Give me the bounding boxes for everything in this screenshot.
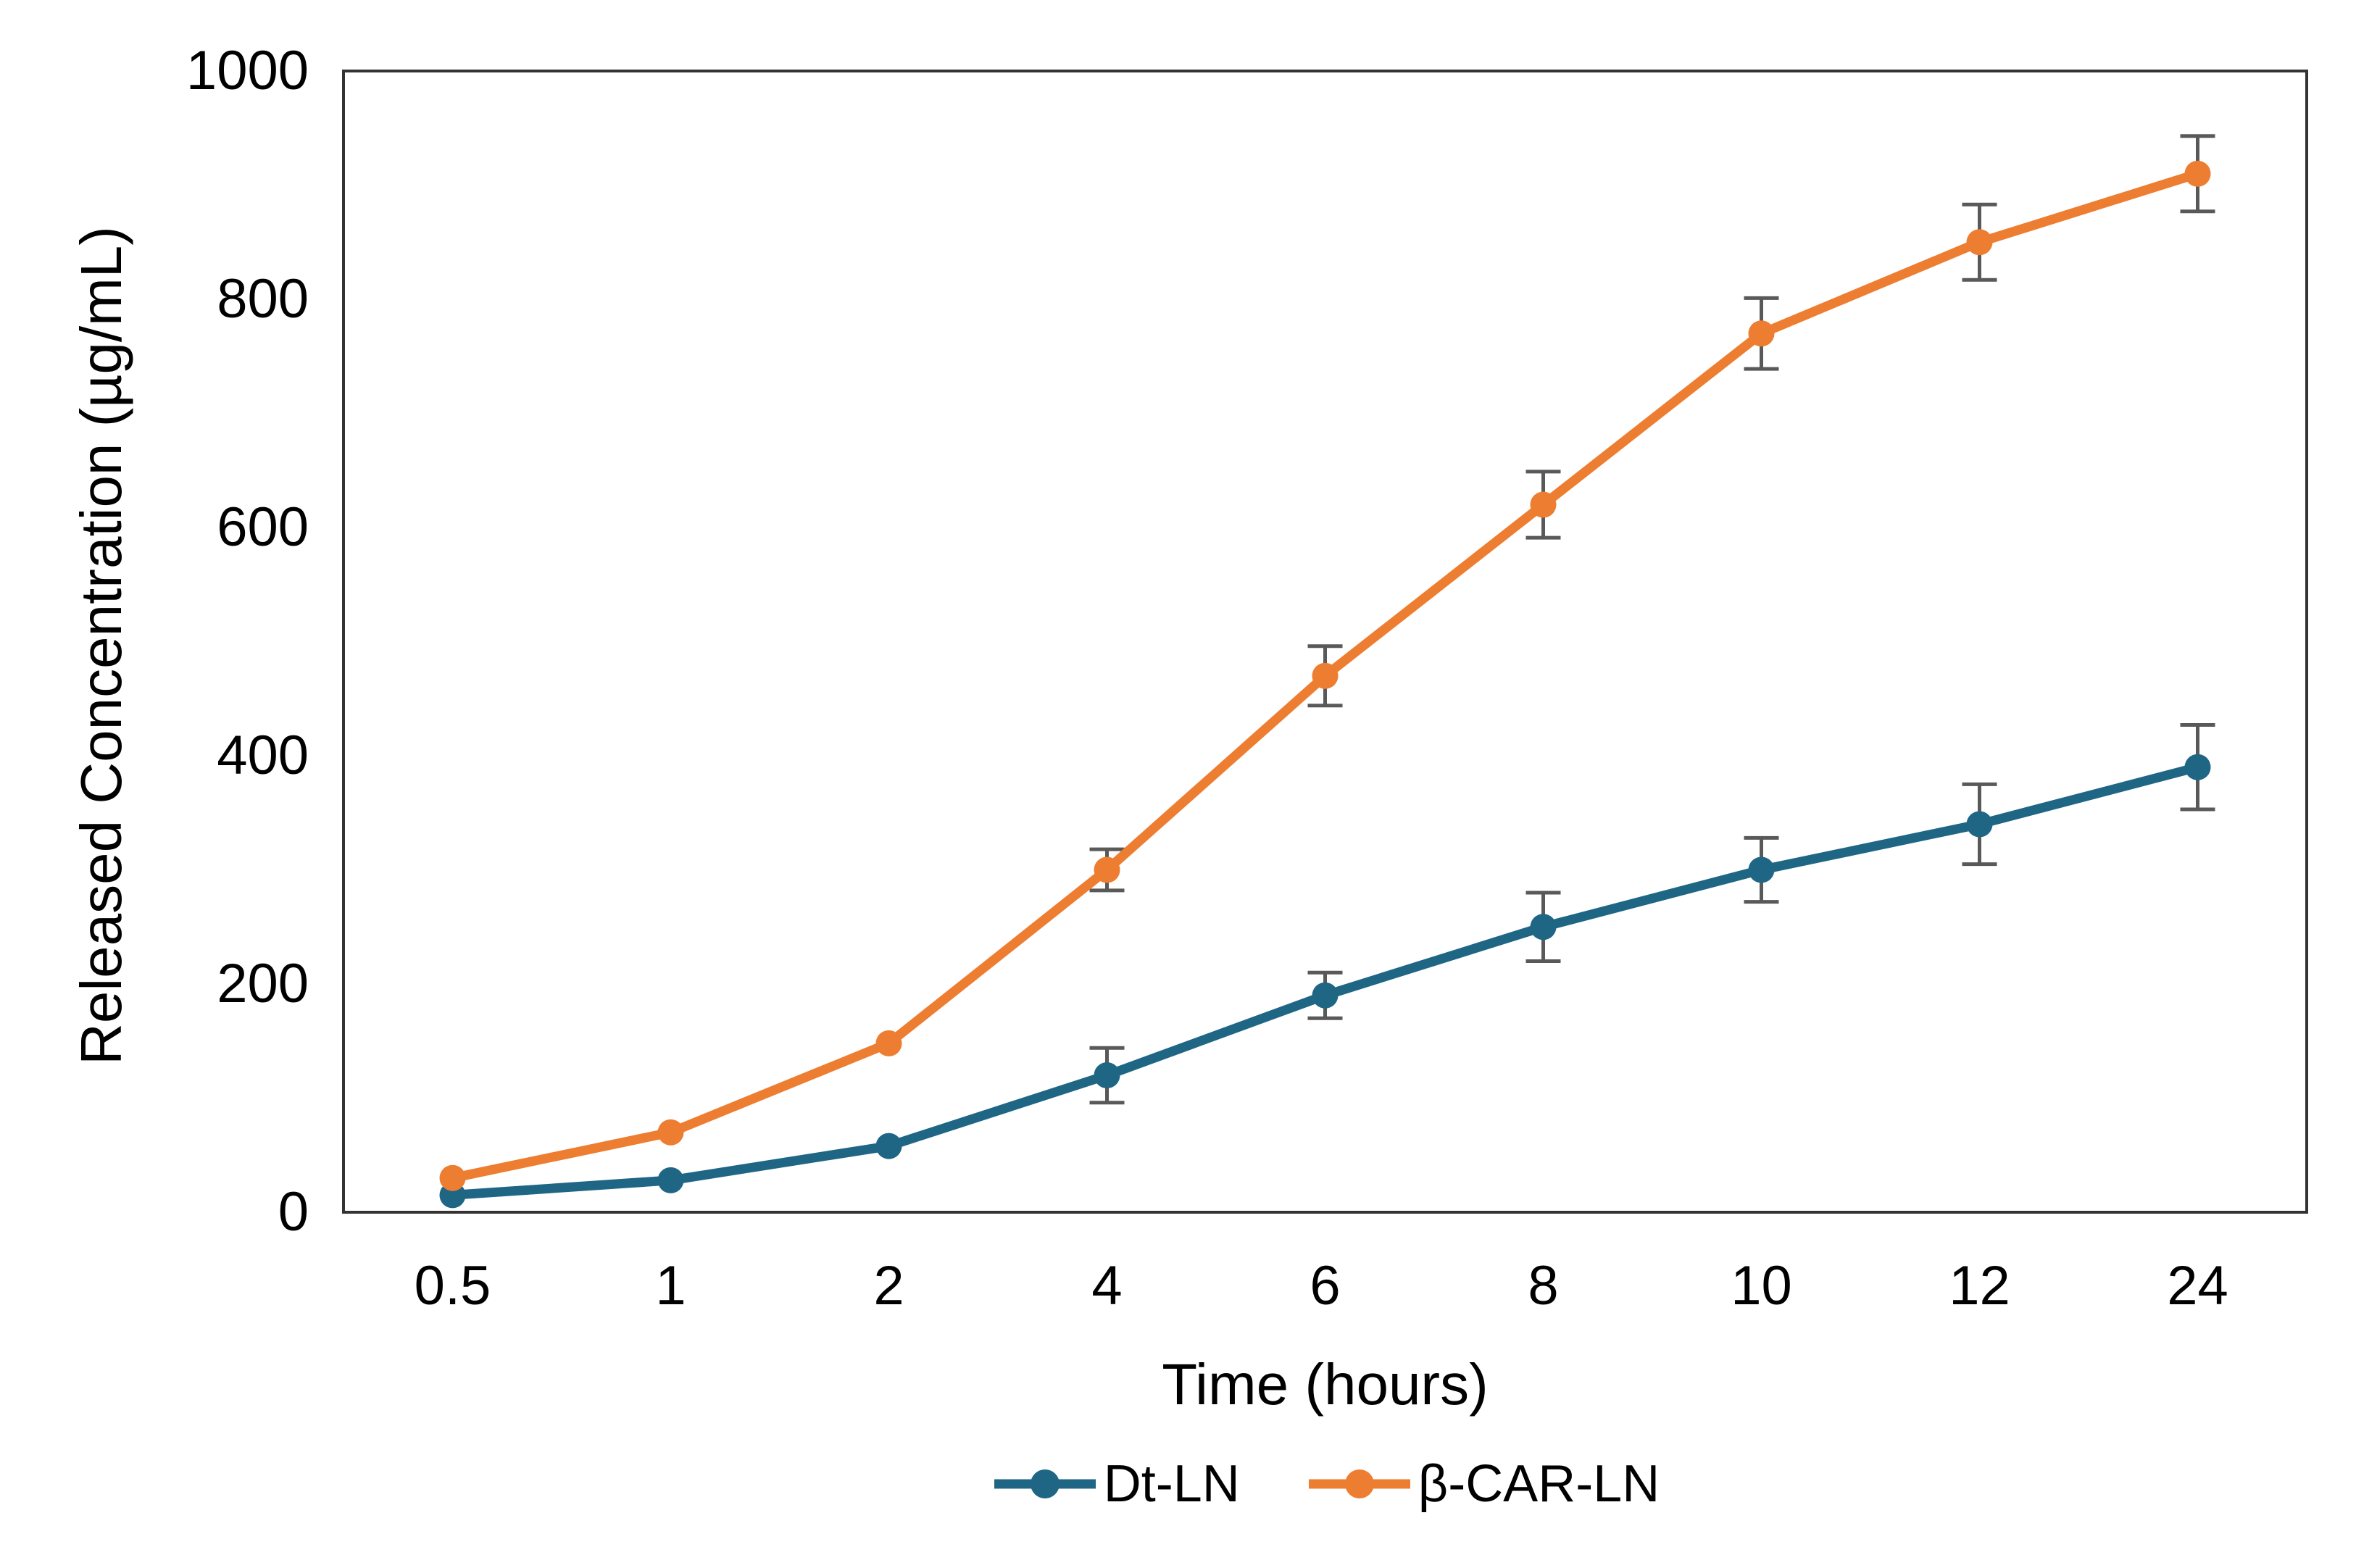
data-point bbox=[439, 1164, 466, 1191]
x-tick-label: 0.5 bbox=[414, 1255, 491, 1317]
plot-border bbox=[342, 70, 2308, 1214]
y-tick-label: 600 bbox=[217, 496, 309, 558]
x-tick-label: 10 bbox=[1731, 1255, 1792, 1317]
data-point bbox=[1094, 1062, 1120, 1088]
legend: Dt-LN β-CAR-LN bbox=[344, 1455, 2307, 1513]
series--car-ln bbox=[439, 134, 2215, 1191]
data-point bbox=[875, 1133, 902, 1159]
x-tick-label: 1 bbox=[655, 1255, 686, 1317]
data-point bbox=[657, 1167, 684, 1193]
y-tick-label: 200 bbox=[217, 953, 309, 1014]
x-tick-label: 2 bbox=[873, 1255, 904, 1317]
data-point bbox=[1966, 811, 1993, 838]
legend-label: β-CAR-LN bbox=[1418, 1455, 1660, 1513]
data-point bbox=[1312, 662, 1339, 689]
y-tick-label: 1000 bbox=[186, 40, 309, 101]
y-tick-label: 0 bbox=[278, 1181, 309, 1243]
x-tick-label: 8 bbox=[1528, 1255, 1559, 1317]
x-tick-label: 4 bbox=[1091, 1255, 1123, 1317]
data-point bbox=[1966, 229, 1993, 256]
x-axis-title: Time (hours) bbox=[1162, 1352, 1489, 1417]
data-point bbox=[1094, 856, 1120, 883]
x-tick-label: 12 bbox=[1949, 1255, 2010, 1317]
y-tick-label: 400 bbox=[217, 725, 309, 786]
data-point bbox=[1530, 914, 1557, 941]
series-dt-ln bbox=[439, 722, 2215, 1209]
legend-item--car-ln: β-CAR-LN bbox=[1305, 1455, 1660, 1513]
data-point bbox=[875, 1030, 902, 1056]
data-point bbox=[1748, 320, 1775, 347]
legend-marker-icon bbox=[1308, 1469, 1410, 1498]
data-point bbox=[1312, 982, 1339, 1009]
y-tick-label: 800 bbox=[217, 268, 309, 330]
x-tick-label: 24 bbox=[2167, 1255, 2228, 1317]
data-point bbox=[2184, 160, 2211, 187]
x-tick-label: 6 bbox=[1310, 1255, 1341, 1317]
data-point bbox=[2184, 754, 2211, 780]
data-point bbox=[657, 1119, 684, 1146]
data-point bbox=[1748, 856, 1775, 883]
legend-marker-icon bbox=[994, 1469, 1096, 1498]
data-point bbox=[1530, 491, 1557, 518]
legend-label: Dt-LN bbox=[1103, 1455, 1240, 1513]
legend-item-dt-ln: Dt-LN bbox=[991, 1455, 1240, 1513]
y-axis-title: Released Concentration (µg/mL) bbox=[69, 226, 133, 1065]
